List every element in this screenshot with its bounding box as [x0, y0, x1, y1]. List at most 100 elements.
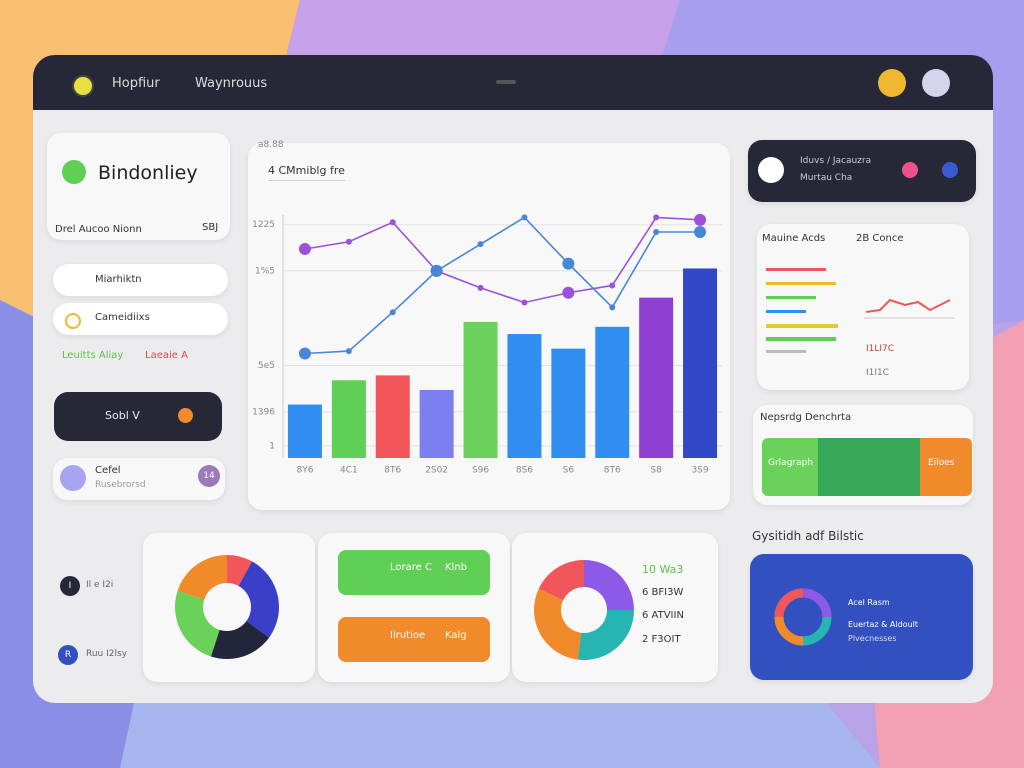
stats-title: Mauine Acds	[762, 233, 826, 244]
section-title: Gysitidh adf Bilstic	[752, 529, 864, 543]
y-tick-label: 1%5	[255, 266, 275, 276]
x-tick-label: 4C1	[340, 466, 358, 476]
bar	[287, 404, 322, 458]
dot	[178, 408, 193, 423]
line	[304, 216, 701, 304]
button-label[interactable]: Lorare C	[390, 562, 432, 573]
line-point	[298, 347, 311, 360]
line-point	[694, 213, 707, 226]
account-name: Iduvs / Jacauzra	[800, 156, 872, 166]
pill[interactable]	[53, 264, 228, 296]
line-point	[694, 226, 707, 239]
bar	[551, 348, 586, 458]
row-tag: SBJ	[202, 222, 219, 233]
pill-label[interactable]: Miarhiktn	[95, 274, 142, 285]
line-point	[609, 304, 616, 311]
blue-text: Plvecnesses	[848, 634, 897, 643]
dot[interactable]	[902, 162, 918, 178]
dark-pill-label[interactable]: Sobl V	[105, 409, 140, 422]
donut-segment	[584, 560, 634, 610]
donut-segment	[577, 610, 634, 660]
line-point	[653, 214, 660, 221]
bar	[375, 375, 410, 458]
bar	[683, 268, 718, 458]
bar	[639, 297, 674, 458]
pill-icon	[65, 313, 81, 329]
line-point	[562, 257, 575, 270]
chart-title: 4 CMmiblg fre	[268, 164, 345, 181]
donut-segment	[238, 561, 279, 638]
link[interactable]: Laeaie A	[145, 350, 188, 361]
blue-text: Euertaz & Aldoult	[848, 620, 918, 629]
donut-segment	[174, 590, 220, 657]
dark-pill[interactable]	[54, 392, 222, 441]
line-point	[521, 299, 528, 306]
item-text: Il e I2i	[86, 580, 114, 590]
line-point	[430, 264, 443, 277]
stats-card	[757, 224, 969, 390]
blue-text: Acel Rasm	[848, 598, 890, 607]
line-point	[298, 243, 311, 256]
profile-sub: Rusebrorsd	[95, 480, 146, 490]
brand-logo	[62, 160, 86, 184]
stats-value: I1LI7C	[866, 344, 895, 354]
bench-block	[818, 438, 920, 496]
bar	[463, 321, 498, 458]
y-tick-label: 1225	[252, 220, 275, 230]
legend-item: 2 F3OIT	[642, 634, 681, 645]
profile-name: Cefel	[95, 465, 121, 476]
x-tick-label: 2S02	[425, 466, 448, 476]
donut-segment	[227, 555, 253, 586]
dot[interactable]	[942, 162, 958, 178]
donut-segment	[177, 555, 227, 600]
line-point	[345, 348, 352, 355]
x-tick-label: 3S9	[691, 466, 708, 476]
x-tick-label: S8	[650, 466, 662, 476]
y-tick-label: 1	[269, 441, 275, 451]
y-tick-label: 1396	[252, 407, 275, 417]
bar	[595, 326, 630, 458]
icon-button[interactable]	[878, 69, 906, 97]
x-tick-label: S6	[563, 466, 575, 476]
nav[interactable]: Waynrouus	[195, 76, 268, 91]
legend-item: 6 ATVIIN	[642, 610, 684, 621]
line-point	[389, 309, 396, 316]
legend-item: 10 Wa3	[642, 563, 684, 576]
line-point	[653, 229, 660, 236]
x-tick-label: S96	[472, 466, 489, 476]
action-button[interactable]	[338, 550, 490, 595]
mini-bars	[766, 268, 955, 353]
donut-segment	[210, 621, 270, 659]
line-point	[345, 238, 352, 245]
brand-text: Bindonliey	[98, 162, 198, 184]
account-sub: Murtau Cha	[800, 173, 853, 183]
brand-card	[47, 133, 230, 240]
button-tag[interactable]: Kalg	[445, 630, 467, 641]
legend-item: 6 BFI3W	[642, 587, 684, 598]
account-avatar	[758, 157, 784, 183]
x-tick-label: 8Y6	[296, 466, 313, 476]
pill[interactable]	[53, 303, 228, 335]
avatar[interactable]	[922, 69, 950, 97]
link[interactable]: Leuitts Aliay	[62, 350, 124, 361]
item-text: Ruu I2lsy	[86, 649, 128, 659]
bar	[507, 334, 542, 458]
account-card	[748, 140, 976, 202]
x-tick-label: 8T6	[604, 466, 621, 476]
item-badge: I	[60, 576, 80, 596]
bar	[331, 380, 366, 458]
bench-block	[920, 438, 972, 496]
button-label[interactable]: Ilrutioe	[390, 630, 426, 641]
brand: Hopfiur	[112, 76, 160, 91]
action-button[interactable]	[338, 617, 490, 662]
x-tick-label: 8T6	[384, 466, 401, 476]
logo	[72, 75, 94, 97]
bench-right: Eiloes	[928, 458, 955, 468]
pill-label[interactable]: Cameidiixs	[95, 312, 150, 323]
button-tag[interactable]: Klnb	[445, 562, 468, 573]
profile-badge: 14	[198, 465, 220, 487]
line-point	[562, 286, 575, 299]
y-tick-label: 5e5	[258, 361, 275, 371]
